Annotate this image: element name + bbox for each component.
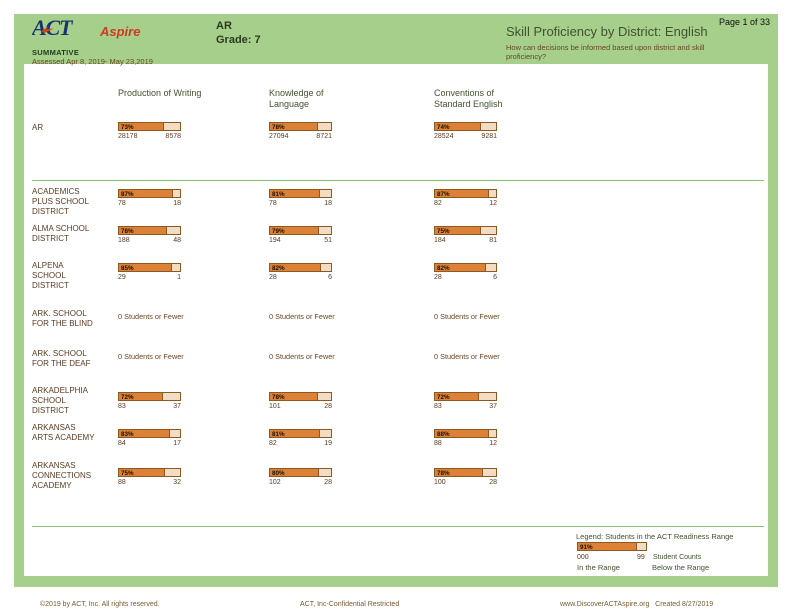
svg-text:ACT: ACT [32, 17, 74, 39]
